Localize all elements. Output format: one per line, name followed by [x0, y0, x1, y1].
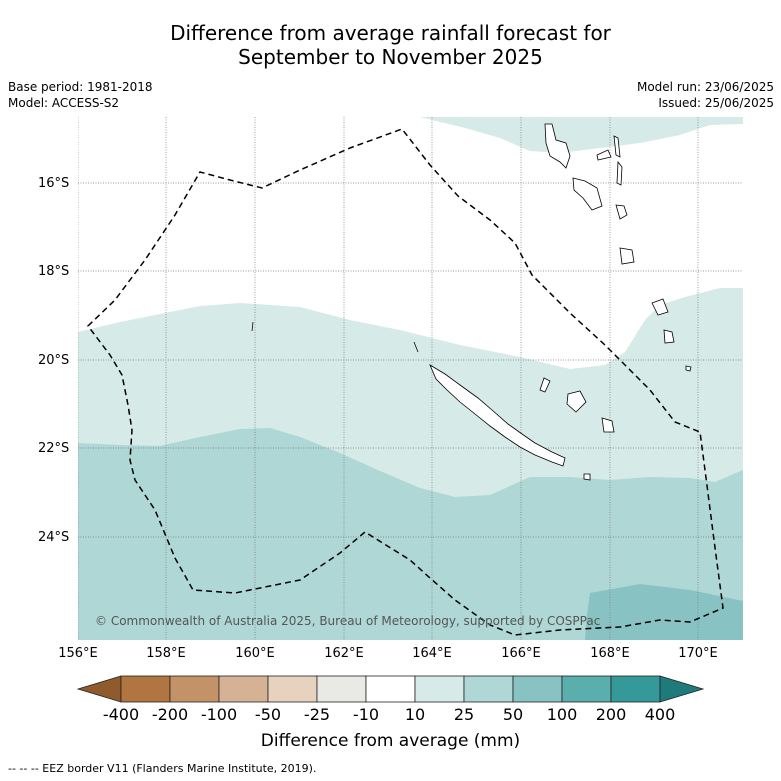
chart-title-line1: Difference from average rainfall forecas… — [170, 21, 611, 45]
mare-island — [601, 417, 615, 433]
gridlines — [78, 117, 743, 640]
lon-label-168e: 168°E — [590, 646, 630, 661]
colorbar-swatch — [316, 675, 367, 703]
ambae-island — [596, 149, 612, 161]
eez-border — [86, 128, 724, 636]
colorbar — [76, 675, 705, 703]
colorbar-tick-label: 10 — [404, 705, 426, 724]
colorbar-tick-label: -50 — [254, 705, 282, 724]
colorbar-tick-label: 50 — [502, 705, 524, 724]
meta-left: Base period: 1981-2018 Model: ACCESS-S2 — [8, 79, 153, 111]
rain-zone-50-100 — [585, 584, 743, 640]
meta-right: Model run: 23/06/2025 Issued: 25/06/2025 — [637, 79, 774, 111]
colorbar-tick-label: -400 — [102, 705, 140, 724]
lon-label-156e: 156°E — [58, 646, 98, 661]
colorbar-tick-label: 100 — [546, 705, 578, 724]
lon-label-160e: 160°E — [235, 646, 275, 661]
new-caledonia-island — [429, 364, 566, 467]
colorbar-swatch — [463, 675, 514, 703]
lat-label-16s: 16°S — [38, 176, 70, 191]
colorbar-tick-label: 200 — [595, 705, 627, 724]
colorbar-swatch — [512, 675, 563, 703]
copyright-notice: © Commonwealth of Australia 2025, Bureau… — [95, 614, 601, 628]
lon-label-162e: 162°E — [324, 646, 364, 661]
model-name: Model: ACCESS-S2 — [8, 96, 120, 110]
colorbar-swatch — [267, 675, 318, 703]
colorbar-swatch — [365, 675, 416, 703]
chart-title-line2: September to November 2025 — [238, 45, 543, 69]
lon-label-164e: 164°E — [412, 646, 452, 661]
base-period: Base period: 1981-2018 — [8, 80, 153, 94]
colorbar-swatch — [218, 675, 269, 703]
colorbar-swatch — [561, 675, 612, 703]
eez-footnote: -- -- -- EEZ border V11 (Flanders Marine… — [8, 762, 317, 775]
lat-label-18s: 18°S — [38, 264, 70, 279]
aneityum-island — [663, 329, 675, 344]
colorbar-tick-label: -200 — [151, 705, 189, 724]
tanna-island — [651, 298, 669, 316]
lat-label-20s: 20°S — [38, 353, 70, 368]
model-run: Model run: 23/06/2025 — [636, 80, 774, 94]
lifou-island — [566, 390, 587, 413]
chesterfield-island — [251, 321, 254, 332]
pentecost-island — [616, 160, 623, 186]
rain-zone-10-25-north — [420, 117, 743, 153]
colorbar-swatch — [414, 675, 465, 703]
colorbar-extend-low — [76, 675, 122, 703]
lat-label-22s: 22°S — [38, 441, 70, 456]
espiritu-santo-island — [544, 123, 571, 169]
colorbar-swatch — [169, 675, 220, 703]
issued-date: Issued: 25/06/2025 — [658, 96, 774, 110]
belep-island — [413, 341, 419, 353]
colorbar-tick-label: 400 — [644, 705, 676, 724]
lat-label-24s: 24°S — [38, 530, 70, 545]
map-area — [78, 117, 743, 640]
colorbar-title: Difference from average (mm) — [260, 731, 521, 751]
lon-label-166e: 166°E — [501, 646, 541, 661]
small-islet-1 — [685, 365, 692, 372]
colorbar-swatch — [120, 675, 171, 703]
erromango-island — [619, 247, 635, 265]
efate-island — [615, 204, 628, 220]
colorbar-swatches — [76, 675, 705, 703]
colorbar-extend-high — [659, 675, 705, 703]
rain-zone-25-50 — [78, 428, 743, 640]
malekula-island — [572, 177, 603, 211]
colorbar-tick-label: -25 — [303, 705, 331, 724]
colorbar-tick-label: 25 — [453, 705, 475, 724]
colorbar-tick-label: -100 — [200, 705, 238, 724]
lon-label-170e: 170°E — [678, 646, 718, 661]
lon-label-158e: 158°E — [146, 646, 186, 661]
ouvea-island — [539, 377, 551, 393]
colorbar-tick-label: -10 — [352, 705, 380, 724]
maewo-island — [613, 135, 621, 158]
isle-of-pines — [583, 473, 591, 481]
colorbar-swatch — [610, 675, 661, 703]
